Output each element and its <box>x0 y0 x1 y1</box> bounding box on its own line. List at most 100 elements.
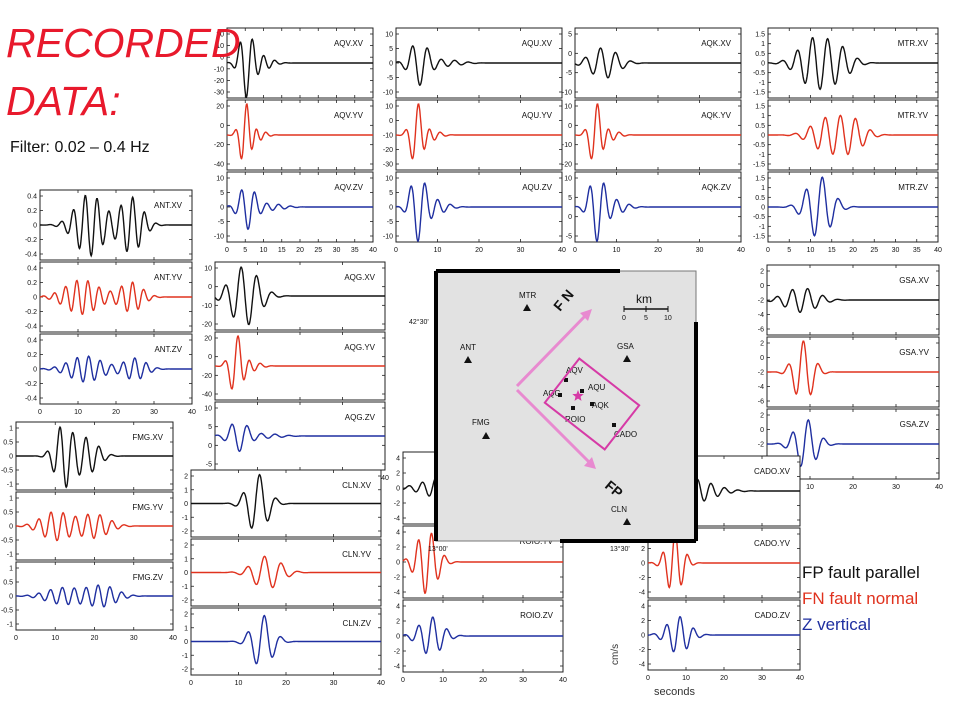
waveform-aqg-zv <box>214 423 385 453</box>
station-marker-cado <box>612 423 616 427</box>
series-fmg-xv: 1 0.5 0 -0.5 -1 FMG.XV <box>1 421 174 491</box>
y-tick-label: -6 <box>758 399 764 406</box>
map-background <box>435 270 697 542</box>
y-tick-label: 10 <box>216 176 224 183</box>
x-tick-label: 20 <box>849 484 857 491</box>
x-tick-label: 0 <box>189 680 193 687</box>
series-label: CLN.XV <box>342 481 372 490</box>
station-marker-ant <box>464 356 472 363</box>
page-title: RECORDED DATA: <box>6 14 241 130</box>
series-aqk-zv: 10 5 0 -5 AQK.ZV <box>564 171 742 243</box>
y-tick-label: 0 <box>184 639 188 646</box>
x-tick-label: 20 <box>479 677 487 684</box>
y-tick-label: 0 <box>33 295 37 302</box>
y-tick-label: 2 <box>641 546 645 553</box>
fp-arrow <box>515 388 592 465</box>
y-tick-label: 0 <box>9 594 13 601</box>
series-aqu-xv: 10 5 0 -5 -10 AQU.XV <box>383 27 563 99</box>
y-tick-label: 10 <box>385 32 393 39</box>
y-tick-label: 0 <box>761 61 765 68</box>
x-tick-label: 30 <box>150 409 158 416</box>
y-tick-label: 2 <box>396 545 400 552</box>
y-tick-label: -5 <box>566 70 572 77</box>
y-tick-label: 0.4 <box>27 194 37 201</box>
series-aqu-zv: 10 5 0 -5 -10 AQU.ZV <box>383 171 563 243</box>
x-tick-label: 0 <box>646 675 650 682</box>
y-tick-label: 0.2 <box>27 352 37 359</box>
y-tick-label: 5 <box>208 424 212 431</box>
y-tick-label: -1 <box>7 482 13 489</box>
map-lat-label: 42°30' <box>409 318 429 326</box>
y-tick-label: -0.4 <box>25 324 37 331</box>
y-tick-label: -10 <box>562 142 572 149</box>
waveform-aqk-zv <box>574 182 741 243</box>
waveform-roio-zv <box>402 616 563 655</box>
series-fmg-zv: 1 0.5 0 -0.5 -1 FMG.ZV <box>1 561 174 631</box>
y-tick-label: 0.2 <box>27 280 37 287</box>
y-tick-label: 0 <box>760 427 764 434</box>
series-ant-yv: 0.4 0.2 0 -0.2 -0.4 ANT.YV <box>25 261 193 333</box>
series-mtr-xv: 1.5 1 0.5 0 -0.5 -1 -1.5 MTR.XV <box>753 27 939 99</box>
y-tick-label: 0 <box>389 61 393 68</box>
series-aqg-zv: 10 5 0 -5 AQG.ZV <box>204 401 386 471</box>
station-label-cado: CADO <box>614 430 637 439</box>
y-tick-label: 10 <box>216 43 224 50</box>
x-tick-label: 20 <box>282 680 290 687</box>
x-tick-label: 0 <box>394 247 398 254</box>
x-tick-label: 0 <box>573 247 577 254</box>
x-tick-label: 30 <box>758 675 766 682</box>
waveform-cado-yv <box>648 531 800 589</box>
y-tick-label: -10 <box>214 66 224 73</box>
series-cln-yv: 2 1 0 -1 -2 CLN.YV <box>182 538 382 607</box>
series-ant-xv: 0.4 0.2 0 -0.2 -0.4 ANT.XV <box>25 189 193 261</box>
series-label: CADO.ZV <box>754 611 790 620</box>
x-tick-label: 40 <box>377 680 385 687</box>
waveform-roio-yv <box>402 532 563 595</box>
y-tick-label: 0 <box>184 570 188 577</box>
y-tick-label: -2 <box>758 442 764 449</box>
y-tick-label: 0 <box>220 205 224 212</box>
y-tick-label: -20 <box>383 147 393 154</box>
y-tick-label: -5 <box>566 234 572 241</box>
series-label: AQU.XV <box>522 39 553 48</box>
fp-arrowhead <box>584 457 596 469</box>
waveform-fmg-zv <box>16 584 173 608</box>
y-tick-label: 1 <box>761 41 765 48</box>
waveform-ant-zv <box>39 355 192 383</box>
y-tick-label: -5 <box>387 219 393 226</box>
waveform-cln-zv <box>191 614 381 665</box>
waveform-cado-zv <box>648 615 800 653</box>
y-tick-label: -5 <box>206 462 212 469</box>
station-marker-mtr <box>523 304 531 311</box>
y-tick-label: 0 <box>184 501 188 508</box>
y-tick-label: 10 <box>385 176 393 183</box>
station-marker-aqg <box>558 393 562 397</box>
waveform-mtr-xv <box>768 36 938 91</box>
series-label: AQU.ZV <box>522 183 552 192</box>
series-aqg-yv: 20 0 -20 -40 AQG.YV <box>202 331 386 401</box>
y-tick-label: 0.5 <box>3 510 13 517</box>
series-label: FMG.XV <box>132 433 163 442</box>
y-tick-label: -30 <box>383 162 393 169</box>
x-tick-label: 5 <box>787 247 791 254</box>
x-unit-label: seconds <box>654 686 695 698</box>
series-label: GSA.ZV <box>900 420 930 429</box>
y-tick-label: -10 <box>383 90 393 97</box>
x-tick-label: 20 <box>112 409 120 416</box>
x-tick-label: 20 <box>720 675 728 682</box>
series-roio-zv: 4 2 0 -2 -4 ROIO.ZV <box>394 599 564 673</box>
series-label: ANT.ZV <box>154 345 182 354</box>
y-tick-label: 1.5 <box>755 176 765 183</box>
y-tick-label: -10 <box>383 234 393 241</box>
series-label: AQK.XV <box>701 39 731 48</box>
x-tick-label: 40 <box>369 247 377 254</box>
seismogram-panel-aqg: 10 0 -10 -20 AQG.XV 20 0 -20 -40 AQG.YV 10 5 0 -5 AQG.… <box>202 261 389 482</box>
x-tick-label: 40 <box>935 484 943 491</box>
x-tick-label: 20 <box>654 247 662 254</box>
y-tick-label: 0 <box>761 205 765 212</box>
station-label-roio: ROIO <box>565 415 585 424</box>
series-label: AQU.YV <box>522 111 553 120</box>
waveform-aqk-yv <box>574 103 741 160</box>
x-tick-label: 10 <box>235 680 243 687</box>
series-mtr-yv: 1.5 1 0.5 0 -0.5 -1 -1.5 MTR.YV <box>753 99 939 171</box>
